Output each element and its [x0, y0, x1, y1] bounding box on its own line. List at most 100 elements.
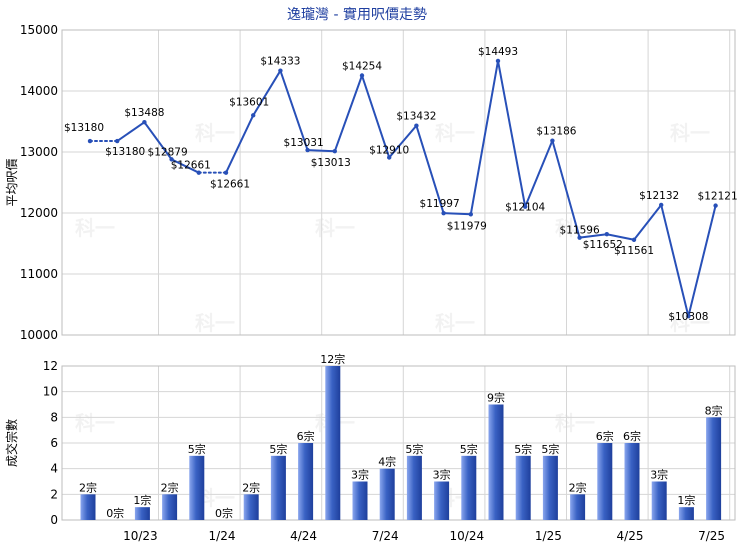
bar-data-label: 6宗 [596, 429, 614, 443]
line-data-label: $11596 [560, 225, 600, 237]
line-data-label: $12661 [171, 160, 211, 172]
y-tick-label: 8 [50, 410, 58, 424]
bar [379, 468, 395, 520]
line-point [523, 204, 528, 209]
line-data-label: $13186 [536, 126, 576, 138]
bar-data-label: 0宗 [215, 506, 233, 520]
y-tick-label: 6 [50, 436, 58, 450]
line-point [414, 123, 419, 128]
y-axis-title: 成交宗數 [4, 419, 19, 467]
bar-data-label: 5宗 [188, 442, 206, 456]
line-segment [333, 74, 363, 153]
line-data-label: $13488 [124, 107, 164, 119]
line-data-label: $11561 [614, 245, 654, 257]
bar-data-label: 5宗 [541, 442, 559, 456]
bar-data-label: 12宗 [320, 352, 345, 366]
y-tick-label: 12 [43, 359, 58, 373]
plot-frame [61, 365, 736, 521]
bar-data-label: 2宗 [569, 480, 587, 494]
x-tick-label: 7/24 [372, 529, 399, 543]
line-data-label: $14333 [260, 56, 300, 68]
line-point [441, 210, 446, 216]
bar [80, 494, 96, 520]
bar [624, 443, 640, 520]
bar [298, 443, 314, 520]
line-point [577, 235, 582, 240]
bar-data-label: 6宗 [297, 429, 315, 443]
line-point [142, 120, 147, 125]
y-tick-label: 4 [50, 462, 58, 476]
bar-data-label: 2宗 [79, 480, 97, 494]
line-segment [497, 59, 527, 208]
line-segment [578, 233, 608, 239]
line-data-label: $13180 [64, 122, 104, 134]
bar [570, 494, 586, 520]
line-data-label: $12104 [505, 202, 545, 214]
line-segment [415, 124, 445, 215]
line-point [495, 58, 501, 64]
line-point [359, 73, 365, 78]
y-tick-label: 11000 [20, 267, 58, 281]
line-point [169, 157, 174, 162]
bar [134, 507, 150, 520]
y-tick-label: 15000 [20, 23, 58, 37]
watermark-text: 科一 [435, 121, 475, 145]
watermark-layer: 科一科一科一科一科一科一科一科一科一科一科一科一科一科一 [75, 121, 710, 510]
line-point [468, 212, 473, 217]
bar-data-label: 5宗 [460, 442, 478, 456]
line-segment [279, 69, 309, 152]
line-data-label: $13432 [396, 111, 436, 123]
line-point [223, 170, 229, 175]
line-point [87, 138, 93, 144]
y-tick-label: 10 [43, 385, 58, 399]
line-data-label: $13601 [229, 96, 269, 108]
bar-data-label: 9宗 [487, 391, 505, 405]
line-point [631, 237, 637, 242]
bar [325, 366, 341, 520]
line-segment [605, 233, 635, 241]
watermark-text: 科一 [75, 411, 115, 435]
bar [651, 481, 667, 520]
line-segment [469, 59, 499, 216]
x-tick-label: 10/24 [450, 529, 485, 543]
line-data-label: $12121 [698, 191, 738, 203]
bar [488, 404, 504, 520]
bar [434, 481, 450, 520]
bar [189, 455, 205, 520]
line-point [332, 149, 337, 154]
chart-title: 逸瓏灣 - 實用呎價走勢 [287, 6, 427, 23]
y-tick-label: 0 [50, 513, 58, 527]
line-data-label: $10308 [668, 311, 708, 323]
bar [243, 494, 259, 520]
line-data-label: $11979 [447, 220, 487, 232]
line-segment [660, 203, 690, 318]
bar [162, 494, 178, 520]
bar-data-label: 1宗 [677, 493, 695, 507]
bar [461, 455, 477, 520]
bar-data-label: 8宗 [705, 403, 723, 417]
bar-data-label: 0宗 [106, 506, 124, 520]
y-tick-label: 13000 [20, 145, 58, 159]
bar [706, 417, 722, 520]
line-segment [442, 212, 472, 216]
watermark-text: 科一 [195, 311, 235, 335]
y-tick-label: 2 [50, 487, 58, 501]
plot-frame [61, 29, 736, 336]
watermark-text: 科一 [435, 311, 475, 335]
y-axis-title: 平均呎價 [5, 158, 19, 206]
watermark-text: 科一 [195, 121, 235, 145]
line-point [115, 138, 120, 144]
bar-data-label: 5宗 [514, 442, 532, 456]
line-point [305, 147, 310, 153]
bar [270, 455, 286, 520]
bar-data-label: 3宗 [351, 468, 369, 482]
bar-data-label: 5宗 [405, 442, 423, 456]
line-segment [687, 204, 717, 318]
line-segment [551, 139, 581, 239]
x-tick-label: 1/25 [535, 529, 562, 543]
line-data-label: $12879 [148, 146, 188, 158]
line-segment [524, 139, 554, 208]
bar-data-label: 2宗 [161, 480, 179, 494]
line-data-label: $14254 [342, 61, 382, 73]
line-data-label: $13180 [105, 146, 145, 158]
